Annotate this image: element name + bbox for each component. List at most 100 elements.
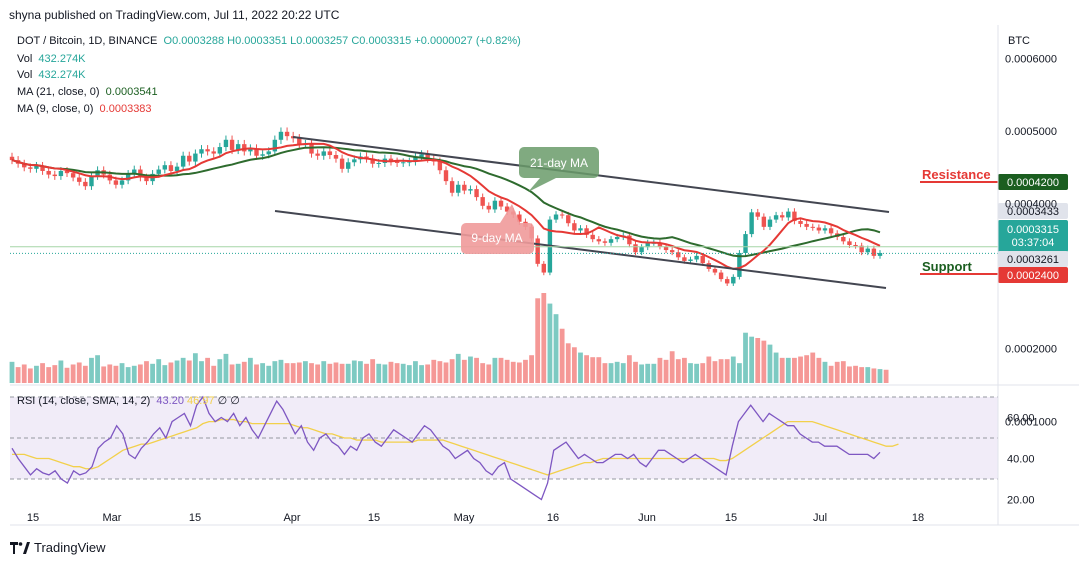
volume-bar	[822, 361, 828, 383]
support-badge: 0.0002400	[1007, 270, 1059, 282]
legend-vol1[interactable]: Vol 432.274K	[17, 53, 86, 65]
volume-bar	[296, 362, 302, 383]
legend-ma21[interactable]: MA (21, close, 0) 0.0003541	[17, 86, 158, 98]
vol2-value: 432.274K	[38, 69, 86, 81]
volume-bar	[376, 363, 382, 383]
volume-bar	[382, 364, 388, 383]
volume-bar	[614, 361, 620, 383]
time-tick-label: Apr	[283, 512, 300, 524]
candle-body	[34, 165, 39, 169]
candle-body	[712, 268, 718, 273]
candle-body	[352, 159, 357, 163]
vol2-label: Vol	[17, 69, 33, 81]
ma21-line	[11, 146, 881, 258]
candle-body	[572, 223, 577, 231]
volume-bar	[706, 356, 712, 383]
time-tick-label: 15	[189, 512, 201, 524]
volume-bar	[516, 362, 522, 383]
price-tick-label: 0.0004000	[1005, 199, 1057, 211]
time-tick-label: 16	[547, 512, 559, 524]
volume-bar	[339, 363, 345, 383]
candle-body	[596, 239, 602, 242]
candle-body	[266, 151, 271, 155]
ma21-callout-label: 21-day MA	[530, 156, 588, 170]
candle-body	[639, 247, 644, 253]
volume-bar	[192, 353, 198, 383]
candle-body	[407, 161, 412, 163]
candle-body	[187, 155, 192, 162]
volume-bar	[131, 365, 137, 383]
volume-bar	[675, 359, 681, 383]
candle-body	[627, 235, 632, 245]
volume-bar	[596, 357, 602, 383]
volume-bar	[743, 332, 748, 383]
candle-body	[345, 162, 351, 169]
volume-bar	[266, 365, 272, 383]
ohlc-close: C0.0003315	[351, 35, 412, 47]
volume-bar	[199, 361, 204, 383]
legend-ma9[interactable]: MA (9, close, 0) 0.0003383	[17, 103, 152, 115]
volume-bar	[547, 303, 553, 383]
price-tick-label: 0.0005000	[1005, 126, 1057, 138]
rsi-pane[interactable]	[10, 395, 998, 501]
candle-body	[504, 206, 510, 212]
candle-body	[841, 237, 846, 242]
volume-bar	[480, 363, 486, 383]
candle-body	[388, 158, 394, 162]
volume-bar	[669, 351, 675, 383]
candle-body	[731, 276, 736, 284]
rsi-line	[11, 395, 881, 501]
candle-body	[77, 177, 82, 182]
time-tick-label: Jul	[813, 512, 827, 524]
candle-body	[755, 212, 760, 217]
symbol-label[interactable]: DOT / Bitcoin, 1D, BINANCE	[17, 35, 158, 47]
volume-bar	[865, 367, 871, 383]
candle-body	[168, 165, 174, 171]
candle-body	[174, 166, 180, 171]
candle-body	[370, 158, 375, 164]
candle-body	[89, 176, 94, 187]
volume-bar	[107, 364, 113, 383]
legend-rsi[interactable]: RSI (14, close, SMA, 14, 2) 43.20 46.97 …	[17, 394, 240, 407]
candle-body	[767, 219, 773, 227]
resistance-badge: 0.0004200	[1007, 177, 1059, 189]
volume-bar	[529, 355, 534, 383]
candle-body	[566, 215, 571, 224]
candle-body	[682, 257, 687, 261]
volume-bar	[241, 361, 247, 383]
volume-bar	[168, 362, 174, 383]
candle-body	[810, 226, 815, 228]
candle-body	[590, 234, 595, 240]
volume-bar	[773, 352, 779, 383]
volume-bar	[406, 365, 412, 383]
candle-body	[608, 239, 614, 243]
candle-body	[217, 147, 223, 154]
candle-body	[786, 211, 791, 218]
volume-bar	[15, 367, 21, 383]
footer-brand[interactable]: TradingView	[10, 540, 106, 555]
currency-label: BTC	[1008, 35, 1030, 47]
volume-bar	[186, 360, 192, 383]
volume-bar	[156, 359, 162, 383]
volume-bar	[425, 364, 431, 383]
volume-bar	[834, 361, 840, 383]
volume-bar	[767, 344, 773, 383]
volume-bar	[602, 363, 608, 383]
volume-bar	[394, 363, 400, 383]
volume-bar	[761, 340, 767, 383]
ma9-badge-bg	[998, 251, 1068, 267]
price-pane[interactable]	[9, 127, 883, 286]
volume-bar	[70, 364, 76, 383]
volume-bar	[21, 364, 27, 383]
volume-bar	[223, 353, 229, 383]
candle-body	[193, 153, 198, 162]
candle-body	[559, 214, 565, 216]
rsi-tick-label: 20.00	[1007, 495, 1035, 507]
candle-body	[663, 246, 669, 251]
time-tick-label: May	[454, 512, 475, 524]
legend-vol2[interactable]: Vol 432.274K	[17, 69, 86, 81]
candle-body	[119, 180, 125, 185]
volume-bar	[688, 363, 693, 383]
candle-body	[865, 248, 870, 253]
